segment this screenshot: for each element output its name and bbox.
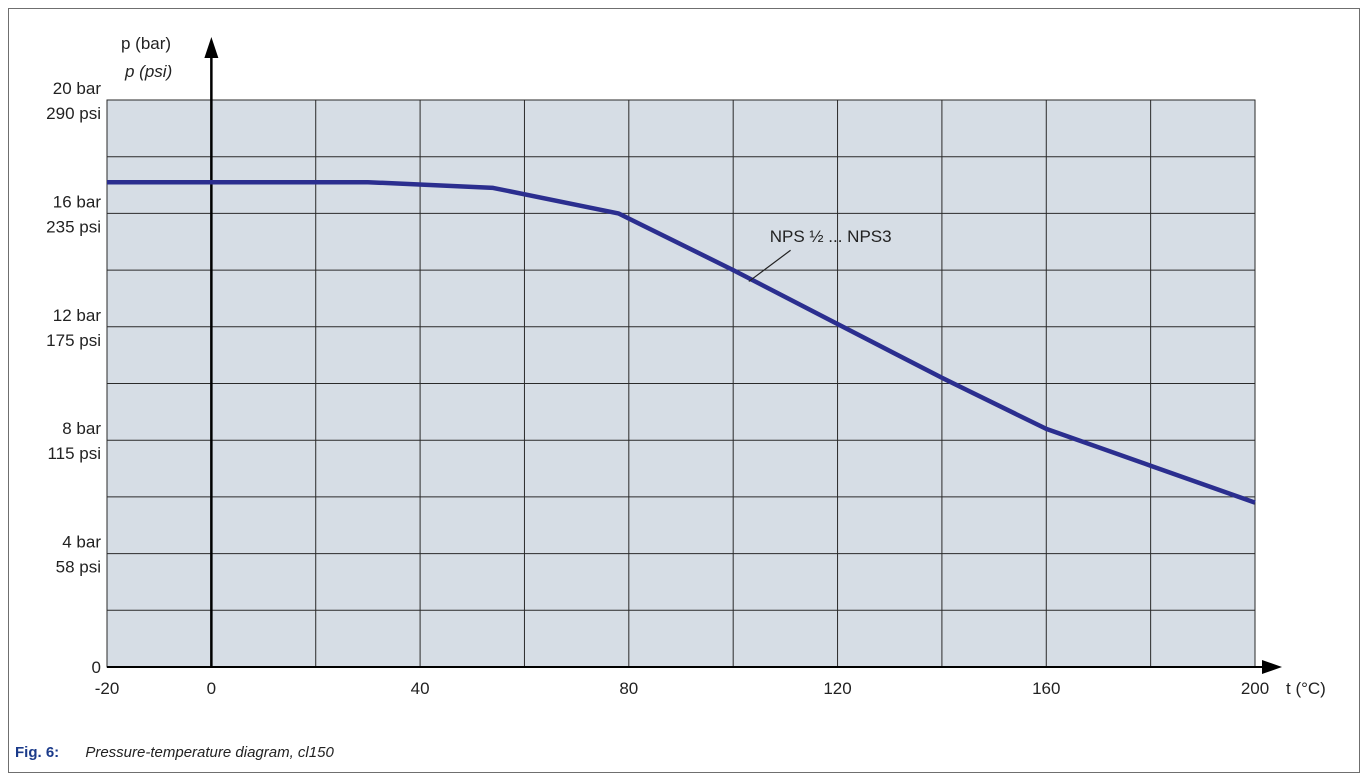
y-axis-title-bar: p (bar) <box>121 34 171 53</box>
x-tick-label: 0 <box>207 679 216 698</box>
series-line <box>107 179 1256 505</box>
y-tick-label-bar: 12 bar <box>53 306 102 325</box>
y-tick-label-bar: 4 bar <box>62 533 101 552</box>
axes <box>107 37 1282 674</box>
x-tick-label: 200 <box>1241 679 1269 698</box>
x-tick-label: -20 <box>95 679 120 698</box>
x-tick-label: 80 <box>619 679 638 698</box>
tick-labels: -20 0 40 80 120 160 200 0 4 bar 58 psi 8 bar 115 ps… <box>46 79 1269 698</box>
x-tick-label: 160 <box>1032 679 1060 698</box>
caption-text: Pressure-temperature diagram, cl150 <box>85 744 334 761</box>
figure-frame <box>8 8 1360 773</box>
x-axis-arrow <box>1262 660 1282 674</box>
y-axis-arrow <box>204 37 219 58</box>
caption-label: Fig. 6: <box>15 744 60 761</box>
y-tick-label-bar: 8 bar <box>62 419 101 438</box>
y-tick-label-psi: 290 psi <box>46 104 101 123</box>
y-tick-label-psi: 235 psi <box>46 217 101 236</box>
y-tick-label: 0 <box>92 658 101 677</box>
annotation-label: NPS ½ ... NPS3 <box>770 227 892 246</box>
y-axis-title-psi: p (psi) <box>124 62 172 81</box>
annotations-layer: NPS ½ ... NPS3 <box>748 227 892 282</box>
x-tick-label: 40 <box>411 679 430 698</box>
pressure-temperature-chart: -20 0 40 80 120 160 200 0 4 bar 58 psi 8 bar 115 ps… <box>46 34 1326 698</box>
figure-caption: Fig. 6: Pressure-temperature diagram, cl… <box>15 744 334 761</box>
series-layer <box>107 179 1256 505</box>
x-axis-title: t (°C) <box>1286 679 1326 698</box>
y-tick-label-psi: 175 psi <box>46 331 101 350</box>
y-tick-label-psi: 58 psi <box>56 558 101 577</box>
y-tick-label-bar: 16 bar <box>53 192 102 211</box>
y-tick-label-psi: 115 psi <box>47 444 101 463</box>
annotation-leader-line <box>748 249 791 282</box>
grid <box>106 99 1256 668</box>
y-tick-label-bar: 20 bar <box>53 79 102 98</box>
x-tick-label: 120 <box>823 679 851 698</box>
